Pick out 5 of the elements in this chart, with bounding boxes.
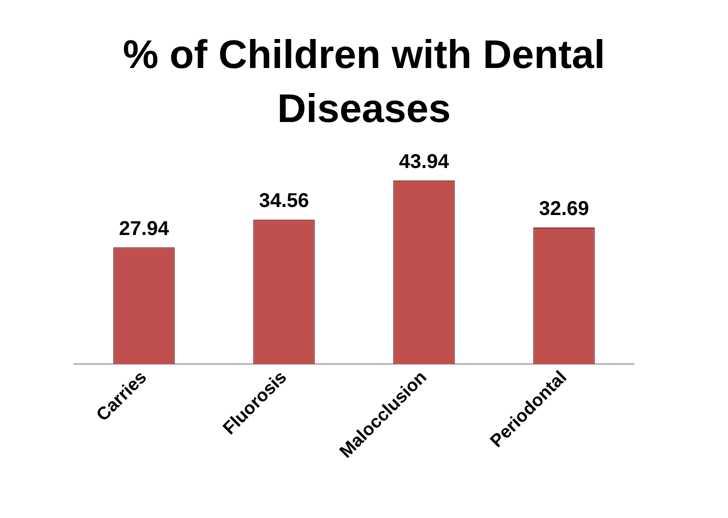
data-label: 32.69 <box>538 198 590 220</box>
chart-title: % of Children with Dental Diseases <box>122 32 606 133</box>
data-label: 43.94 <box>398 150 450 173</box>
data-label: 34.56 <box>258 190 310 212</box>
data-label: 27.94 <box>118 218 170 240</box>
